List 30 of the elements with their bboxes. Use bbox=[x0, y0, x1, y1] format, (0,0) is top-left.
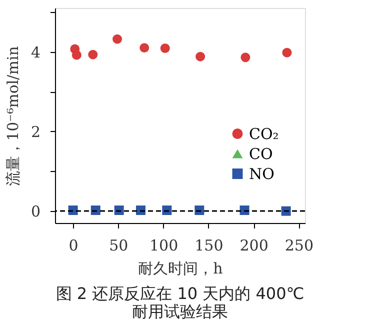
x-tick-label: 50 bbox=[109, 236, 128, 254]
x-tick-label: 100 bbox=[149, 236, 178, 254]
y-tick-label: 0 bbox=[30, 202, 40, 221]
legend-label: CO bbox=[249, 144, 273, 163]
point bbox=[162, 206, 172, 216]
point bbox=[240, 206, 250, 216]
point bbox=[140, 43, 150, 53]
x-tick-label: 250 bbox=[284, 236, 314, 254]
point bbox=[112, 34, 122, 44]
x-axis-title: 耐久时间，h bbox=[138, 260, 224, 278]
y-tick-label: 2 bbox=[30, 122, 40, 141]
text: 图 2 还原反应在 10 天内的 400℃ 耐用试验结果 bbox=[56, 284, 304, 321]
legend-label: NO bbox=[249, 164, 274, 183]
y-axis-title: 流量，10⁻⁶mol/min bbox=[4, 46, 22, 186]
legend-label: CO₂ bbox=[249, 124, 279, 143]
point bbox=[281, 206, 291, 216]
x-tick-label: 0 bbox=[68, 236, 78, 254]
point bbox=[194, 206, 204, 216]
point bbox=[90, 206, 100, 216]
point bbox=[240, 52, 250, 62]
point bbox=[282, 48, 292, 58]
point bbox=[114, 206, 124, 216]
y-tick-label: 4 bbox=[30, 43, 40, 62]
x-tick-label: 150 bbox=[194, 236, 224, 254]
point bbox=[196, 52, 206, 62]
point bbox=[136, 206, 146, 216]
point bbox=[72, 50, 82, 60]
x-tick-label: 200 bbox=[240, 236, 268, 254]
point bbox=[160, 43, 170, 53]
point bbox=[88, 50, 98, 60]
